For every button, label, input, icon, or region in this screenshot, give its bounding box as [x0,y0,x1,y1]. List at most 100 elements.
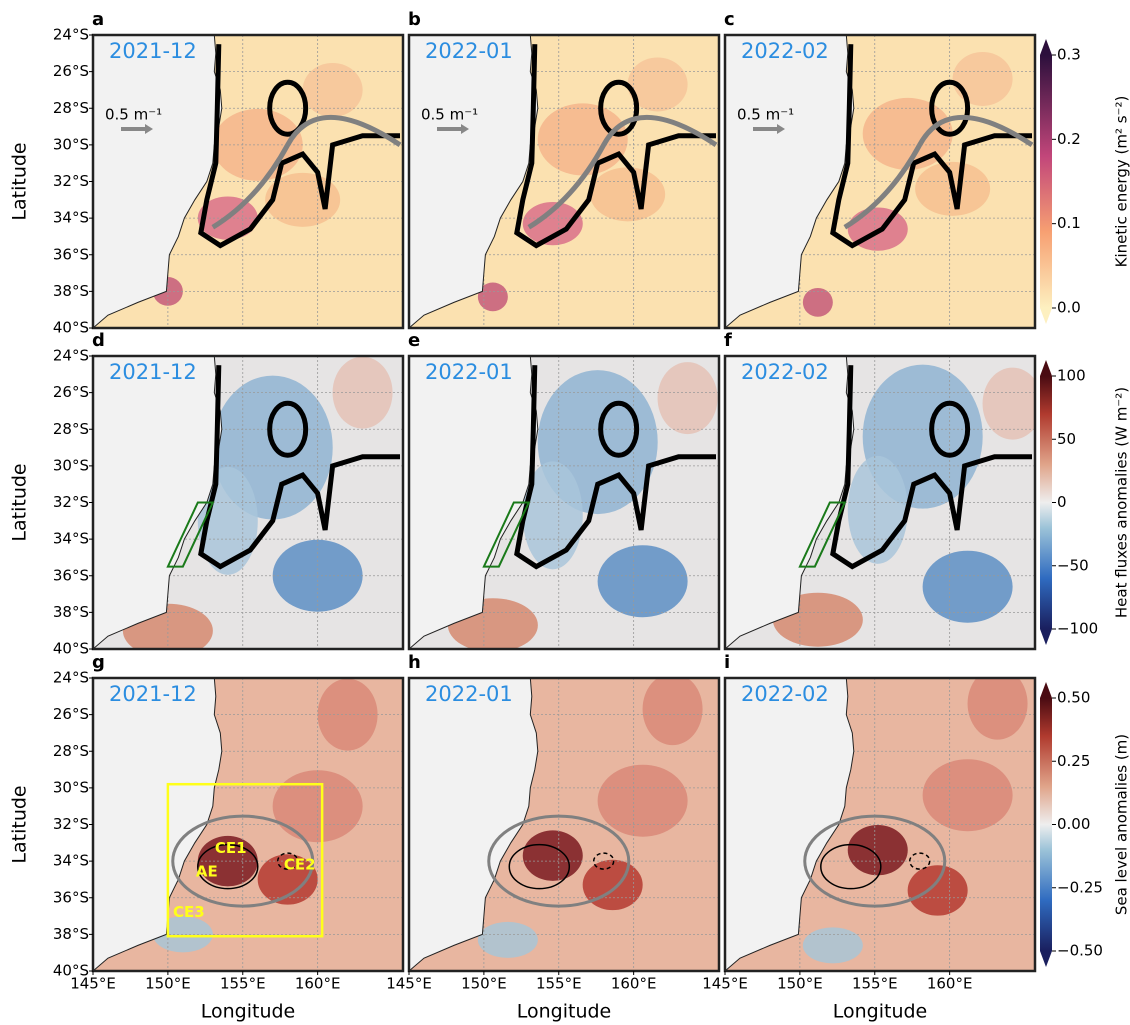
field-feature [657,362,718,435]
scale-arrow-head [777,124,785,134]
scale-arrow-head [145,124,153,134]
field-feature [802,927,863,964]
panel-frame [407,354,721,651]
contour [267,79,309,137]
panel-date: 2021-12 [109,682,197,706]
contour [830,44,1033,249]
colorbar-tick-label: −50 [1057,556,1089,574]
map-panel [725,356,1035,649]
scale-label: 0.5 m⁻¹ [421,106,478,124]
field-feature [967,678,1028,740]
y-tick-label: 32°S [53,172,89,190]
field-feature [590,167,666,222]
field-feature [922,550,1013,623]
field-feature [922,759,1013,832]
colorbar-extend [1040,682,1052,698]
contour [276,852,299,870]
y-tick-label: 34°S [53,852,89,870]
x-tick-label: 145°E [70,975,116,993]
panel-frame [407,33,721,330]
colorbar [1040,55,1052,308]
field-feature [847,824,908,876]
field-feature [522,202,583,246]
y-tick-label: 30°S [53,135,89,153]
contour [598,79,640,137]
contour [171,814,315,908]
eddy-label: CE3 [173,903,205,921]
colorbar-tick-label: 100 [1057,367,1086,385]
land [725,356,855,649]
y-tick-label: 28°S [53,420,89,438]
panel-letter: h [408,652,421,673]
x-tick-label: 150°E [777,975,823,993]
land [93,678,223,971]
y-tick-label: 32°S [53,815,89,833]
field-feature [597,545,688,618]
land [725,678,855,971]
x-axis-label: Longitude [833,1001,928,1023]
contour [598,400,640,458]
y-axis-label: Latitude [9,785,31,863]
colorbar-tick-label: 0.00 [1057,815,1090,833]
contour [198,44,401,249]
field-feature [522,830,583,881]
y-tick-label: 40°S [53,319,89,337]
land [725,35,855,328]
contour [514,365,717,570]
y-tick-label: 30°S [53,456,89,474]
colorbar-tick-label: 50 [1057,430,1076,448]
contour [527,115,718,230]
x-tick-label: 145°E [386,975,432,993]
field-feature [982,367,1035,440]
colorbar-label: Sea level anomalies (m) [1113,734,1130,915]
y-axis-label: Latitude [9,142,31,220]
y-tick-label: 38°S [53,603,89,621]
contour [830,365,1033,570]
panel-letter: i [724,652,730,673]
land [93,35,223,328]
y-tick-label: 26°S [53,62,89,80]
field-feature [802,287,833,317]
contour [908,852,931,870]
contour [487,814,631,908]
colorbar-tick-label: −0.50 [1057,942,1103,960]
colorbar [1040,698,1052,951]
colorbar-tick-label: −0.25 [1057,878,1103,896]
map-panel [725,35,1035,328]
map-panel [409,35,719,328]
colorbar-extend [1040,951,1052,967]
land [409,678,539,971]
panel-letter: e [408,330,420,351]
y-tick-label: 38°S [53,282,89,300]
y-tick-label: 40°S [53,640,89,658]
panel-date: 2022-01 [425,682,513,706]
y-tick-label: 36°S [53,566,89,584]
eddy-label: CE1 [215,839,247,857]
contour [211,115,402,230]
field-feature [597,764,688,837]
colorbar-tick-label: 0 [1057,493,1067,511]
region-box [166,782,324,938]
x-tick-label: 155°E [536,975,582,993]
contour [929,400,971,458]
y-tick-label: 26°S [53,705,89,723]
x-tick-label: 160°E [611,975,657,993]
colorbar-extend [1040,308,1052,324]
panel-letter: d [92,330,105,351]
panel-date: 2021-12 [109,360,197,384]
field-feature [477,921,538,958]
box-outline [482,501,531,568]
y-axis-label: Latitude [9,463,31,541]
x-axis-label: Longitude [517,1001,612,1023]
field-feature [907,865,968,916]
colorbar [1040,376,1052,629]
y-tick-label: 34°S [53,530,89,548]
y-tick-label: 40°S [53,962,89,980]
colorbar-label: Kinetic energy (m² s⁻²) [1113,96,1130,268]
map-panel [93,678,403,971]
field-feature [302,62,363,117]
colorbar-extend [1040,39,1052,55]
y-tick-label: 24°S [53,669,89,687]
x-tick-label: 155°E [852,975,898,993]
